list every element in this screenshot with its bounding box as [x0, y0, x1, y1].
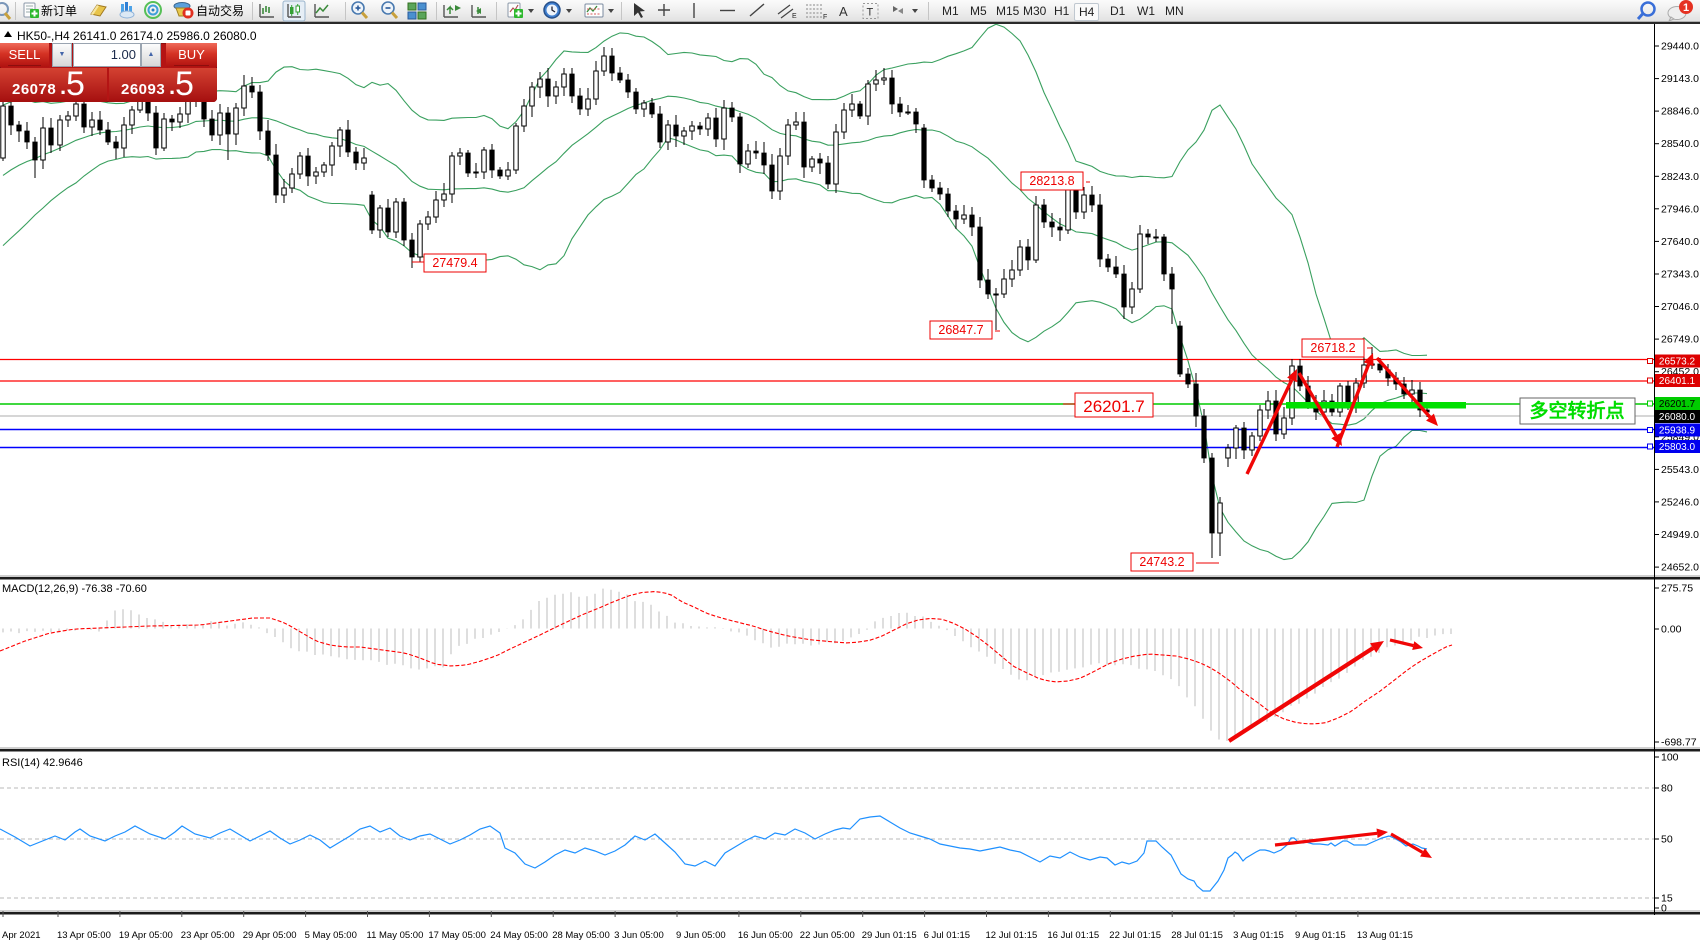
svg-text:22 Jul 01:15: 22 Jul 01:15	[1109, 930, 1161, 941]
svg-text:27946.0: 27946.0	[1661, 203, 1699, 215]
svg-text:HK50-,H4 26141.0 26174.0 2598: HK50-,H4 26141.0 26174.0 25986.0 26080.0	[17, 29, 257, 43]
svg-text:29 Jun 01:15: 29 Jun 01:15	[862, 930, 917, 941]
svg-text:5 May 05:00: 5 May 05:00	[305, 930, 357, 941]
svg-text:29143.0: 29143.0	[1661, 73, 1699, 85]
svg-text:E: E	[792, 13, 797, 20]
svg-text:26201.7: 26201.7	[1659, 399, 1696, 410]
svg-text:-698.77: -698.77	[1661, 737, 1697, 749]
svg-text:22 Jun 05:00: 22 Jun 05:00	[800, 930, 855, 941]
svg-text:3 Aug 01:15: 3 Aug 01:15	[1233, 930, 1284, 941]
svg-text:23 Apr 05:00: 23 Apr 05:00	[181, 930, 235, 941]
svg-text:3 Jun 05:00: 3 Jun 05:00	[614, 930, 664, 941]
svg-text:24743.2: 24743.2	[1139, 555, 1184, 569]
svg-text:25246.0: 25246.0	[1661, 496, 1699, 508]
svg-text:27046.0: 27046.0	[1661, 301, 1699, 313]
svg-text:28540.0: 28540.0	[1661, 138, 1699, 150]
svg-text:自动交易: 自动交易	[196, 3, 244, 18]
svg-text:T: T	[867, 7, 874, 19]
svg-text:26573.2: 26573.2	[1659, 357, 1696, 368]
svg-text:26718.2: 26718.2	[1310, 341, 1355, 355]
svg-text:F: F	[823, 14, 827, 21]
svg-text:275.75: 275.75	[1661, 583, 1693, 595]
svg-text:80: 80	[1661, 783, 1673, 795]
svg-text:24949.0: 24949.0	[1661, 529, 1699, 541]
svg-text:29440.0: 29440.0	[1661, 41, 1699, 53]
svg-text:11 May 05:00: 11 May 05:00	[367, 930, 424, 941]
svg-text:26847.7: 26847.7	[938, 323, 983, 337]
svg-text:26080.0: 26080.0	[1659, 412, 1696, 423]
svg-text:MACD(12,26,9) -76.38 -70.60: MACD(12,26,9) -76.38 -70.60	[2, 583, 147, 595]
svg-text:26401.1: 26401.1	[1659, 376, 1696, 387]
svg-text:6 Jul 01:15: 6 Jul 01:15	[924, 930, 970, 941]
svg-text:9 Jun 05:00: 9 Jun 05:00	[676, 930, 726, 941]
svg-text:28243.0: 28243.0	[1661, 171, 1699, 183]
svg-text:多空转折点: 多空转折点	[1529, 399, 1624, 422]
svg-text:25543.0: 25543.0	[1661, 464, 1699, 476]
svg-text:1: 1	[1683, 2, 1689, 14]
svg-text:26749.0: 26749.0	[1661, 334, 1699, 346]
svg-text:16 Jun 05:00: 16 Jun 05:00	[738, 930, 793, 941]
svg-text:13 Apr 05:00: 13 Apr 05:00	[57, 930, 111, 941]
svg-text:26201.7: 26201.7	[1083, 397, 1144, 416]
svg-text:9 Aug 01:15: 9 Aug 01:15	[1295, 930, 1346, 941]
svg-text:27640.0: 27640.0	[1661, 236, 1699, 248]
svg-text:100: 100	[1661, 752, 1679, 764]
svg-text:25938.9: 25938.9	[1659, 426, 1696, 437]
svg-text:25803.0: 25803.0	[1659, 442, 1696, 453]
svg-text:12 Jul 01:15: 12 Jul 01:15	[986, 930, 1038, 941]
svg-text:28213.8: 28213.8	[1029, 174, 1074, 188]
svg-text:50: 50	[1661, 834, 1673, 846]
svg-text:新订单: 新订单	[41, 3, 77, 18]
svg-text:28 Jul 01:15: 28 Jul 01:15	[1171, 930, 1223, 941]
svg-text:A: A	[839, 4, 848, 19]
svg-text:0: 0	[1661, 903, 1667, 915]
svg-text:28 May 05:00: 28 May 05:00	[552, 930, 610, 941]
svg-text:28846.0: 28846.0	[1661, 106, 1699, 118]
svg-text:24 May 05:00: 24 May 05:00	[490, 930, 548, 941]
svg-text:24652.0: 24652.0	[1661, 562, 1699, 574]
svg-text:Apr 2021: Apr 2021	[2, 930, 41, 941]
svg-text:17 May 05:00: 17 May 05:00	[428, 930, 486, 941]
svg-text:0.00: 0.00	[1661, 624, 1682, 636]
svg-text:RSI(14) 42.9646: RSI(14) 42.9646	[2, 757, 83, 769]
svg-text:16 Jul 01:15: 16 Jul 01:15	[1047, 930, 1099, 941]
svg-text:29 Apr 05:00: 29 Apr 05:00	[243, 930, 297, 941]
svg-text:27479.4: 27479.4	[432, 256, 477, 270]
svg-text:13 Aug 01:15: 13 Aug 01:15	[1357, 930, 1413, 941]
svg-text:19 Apr 05:00: 19 Apr 05:00	[119, 930, 173, 941]
svg-text:15: 15	[1661, 893, 1673, 905]
svg-text:27343.0: 27343.0	[1661, 269, 1699, 281]
